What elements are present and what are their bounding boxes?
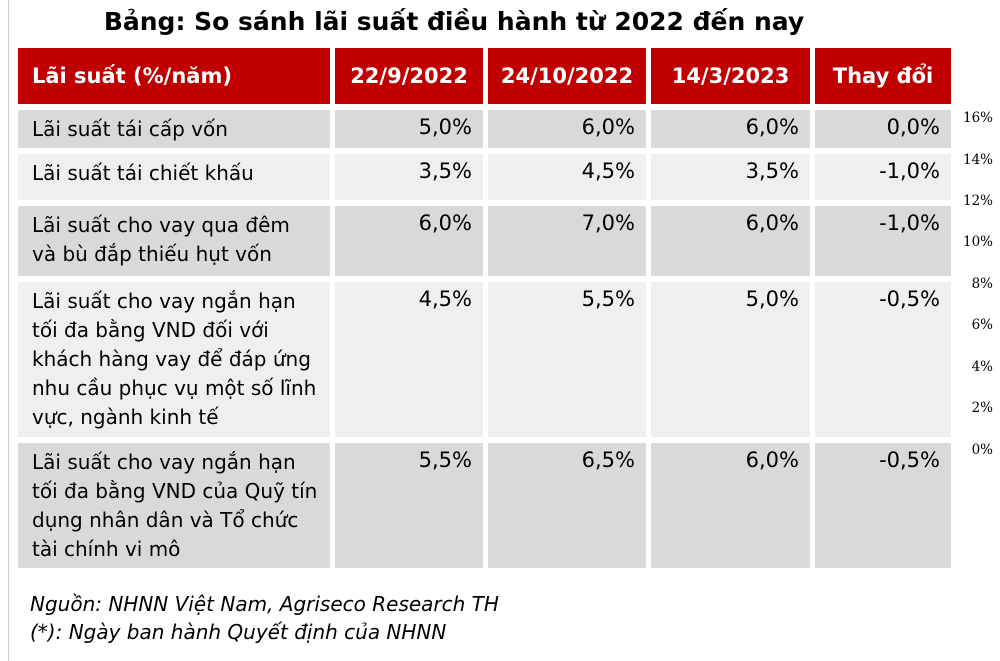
axis-tick-label: 10%: [962, 234, 993, 250]
cell-value: 6,0%: [651, 206, 810, 276]
row-label: Lãi suất cho vay ngắn hạn tối đa bằng VN…: [18, 282, 330, 437]
cell-value: -1,0%: [815, 154, 951, 200]
axis-tick-label: 12%: [962, 193, 993, 209]
axis-tick-label: 6%: [971, 317, 993, 333]
axis-tick-label: 14%: [962, 152, 993, 168]
axis-tick-label: 16%: [962, 110, 993, 126]
cell-value: -0,5%: [815, 282, 951, 437]
table-header-rate-name: Lãi suất (%/năm): [18, 48, 330, 104]
cell-value: 5,5%: [488, 282, 646, 437]
axis-tick-label: 8%: [971, 276, 993, 292]
cell-value: 6,0%: [488, 110, 646, 148]
cell-value: 5,5%: [335, 443, 483, 568]
page-edge-divider: [8, 0, 9, 661]
cell-value: -1,0%: [815, 206, 951, 276]
row-label: Lãi suất cho vay ngắn hạn tối đa bằng VN…: [18, 443, 330, 568]
cell-value: 3,5%: [335, 154, 483, 200]
cell-value: 5,0%: [335, 110, 483, 148]
cell-value: 7,0%: [488, 206, 646, 276]
cell-value: 4,5%: [335, 282, 483, 437]
table-header-date-3: 14/3/2023: [651, 48, 810, 104]
cell-value: 5,0%: [651, 282, 810, 437]
cell-value: 6,0%: [651, 443, 810, 568]
table-header-change: Thay đổi: [815, 48, 951, 104]
row-label: Lãi suất tái chiết khấu: [18, 154, 330, 200]
interest-rates-table: Lãi suất (%/năm) 22/9/2022 24/10/2022 14…: [18, 48, 951, 568]
row-label: Lãi suất tái cấp vốn: [18, 110, 330, 148]
source-line: Nguồn: NHNN Việt Nam, Agriseco Research …: [30, 592, 499, 616]
table-header-date-1: 22/9/2022: [335, 48, 483, 104]
cell-value: -0,5%: [815, 443, 951, 568]
page-title: Bảng: So sánh lãi suất điều hành từ 2022…: [103, 7, 805, 36]
axis-tick-label: 4%: [971, 359, 993, 375]
table-header-date-2: 24/10/2022: [488, 48, 646, 104]
cell-value: 3,5%: [651, 154, 810, 200]
cell-value: 6,0%: [335, 206, 483, 276]
source-note: Nguồn: NHNN Việt Nam, Agriseco Research …: [30, 590, 499, 646]
footnote-line: (*): Ngày ban hành Quyết định của NHNN: [30, 620, 447, 644]
cell-value: 6,0%: [651, 110, 810, 148]
cell-value: 6,5%: [488, 443, 646, 568]
cell-value: 4,5%: [488, 154, 646, 200]
cell-value: 0,0%: [815, 110, 951, 148]
row-label: Lãi suất cho vay qua đêm và bù đắp thiếu…: [18, 206, 330, 276]
axis-tick-label: 2%: [971, 400, 993, 416]
axis-tick-label: 0%: [971, 442, 993, 458]
